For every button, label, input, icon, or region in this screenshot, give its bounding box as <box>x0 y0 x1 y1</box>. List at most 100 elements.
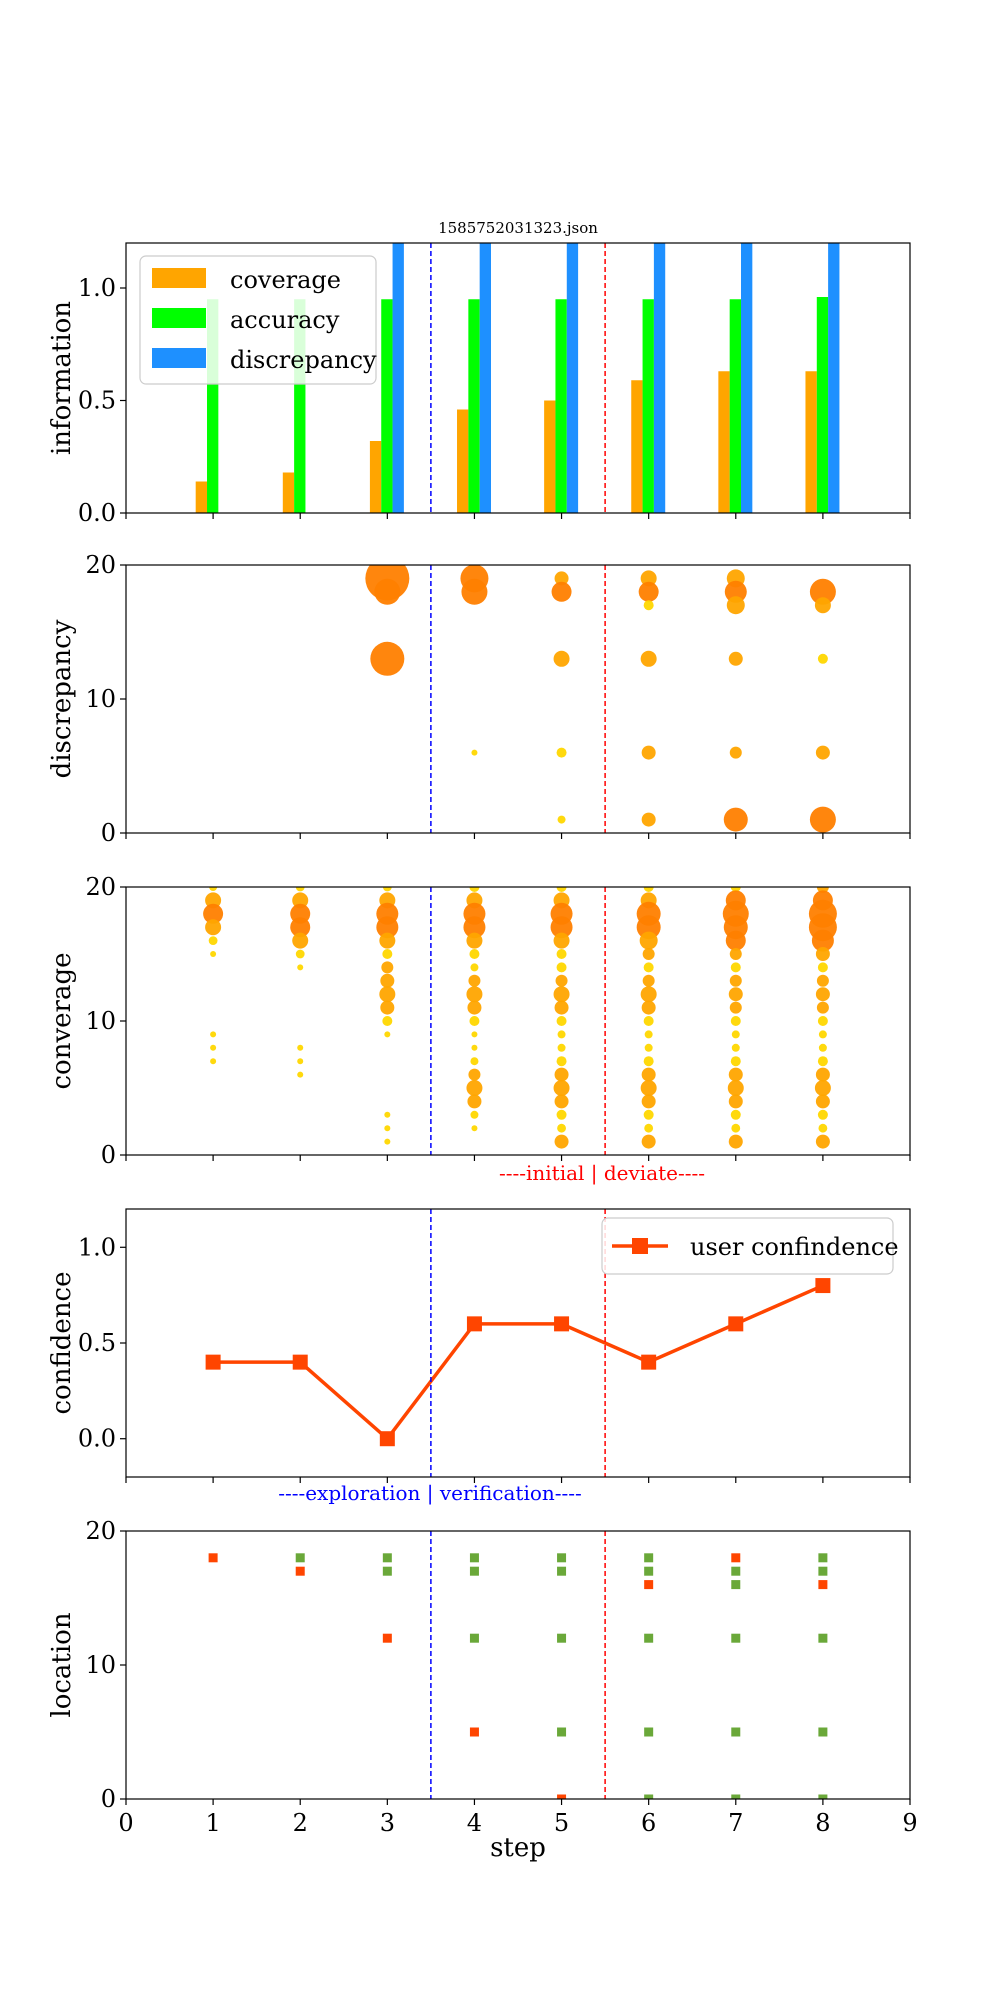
location-marker-5-18 <box>557 1553 567 1563</box>
point-converage-2-17 <box>290 917 311 938</box>
exploration-verification-annotation: ----exploration | verification---- <box>278 1481 582 1506</box>
ytick-label-confidence-0.5: 0.5 <box>78 1329 116 1357</box>
location-marker-5-0 <box>557 1794 567 1799</box>
ytick-label-location-0: 0 <box>101 1785 116 1813</box>
plot-area-confidence <box>205 1278 831 1447</box>
point-converage-6-10 <box>643 1016 654 1026</box>
point-converage-5-8 <box>557 1043 566 1052</box>
location-marker-7-16 <box>731 1580 741 1590</box>
location-marker-7-5 <box>731 1727 741 1737</box>
point-converage-6-20 <box>643 887 654 892</box>
point-converage-6-16 <box>639 931 658 950</box>
point-converage-2-20 <box>295 887 305 892</box>
location-marker-8-12 <box>818 1633 828 1643</box>
marker-confidence-1 <box>205 1354 221 1370</box>
point-converage-4-10 <box>469 1016 480 1026</box>
point-discrepancy-7-13 <box>728 651 743 666</box>
bar-accuracy-7 <box>729 299 742 513</box>
point-converage-3-10 <box>382 1016 393 1026</box>
point-discrepancy-5-13 <box>553 650 570 667</box>
point-converage-3-21 <box>384 871 390 877</box>
point-converage-3-16 <box>379 932 396 949</box>
point-discrepancy-7-6 <box>729 746 742 759</box>
point-converage-5-4 <box>554 1094 569 1109</box>
point-converage-2-15 <box>295 949 305 959</box>
ytick-label-converage-0: 0 <box>101 1141 116 1169</box>
point-discrepancy-4-18 <box>461 578 488 605</box>
location-marker-2-17 <box>295 1566 305 1576</box>
point-converage-4-7 <box>470 1057 479 1066</box>
point-converage-8-15 <box>815 947 830 961</box>
point-converage-4-15 <box>469 949 480 959</box>
point-converage-5-7 <box>556 1056 567 1067</box>
panels: 0.00.51.0informationcoverageaccuracydisc… <box>47 242 918 1837</box>
point-converage-8-8 <box>818 1043 827 1052</box>
ytick-label-converage-20: 20 <box>85 873 116 901</box>
ytick-label-discrepancy-10: 10 <box>85 685 116 713</box>
location-marker-5-17 <box>557 1566 567 1576</box>
x-axis-label: step <box>490 1833 546 1863</box>
point-converage-6-3 <box>643 1109 654 1120</box>
bar-accuracy-1 <box>207 299 219 513</box>
point-converage-7-8 <box>731 1043 740 1052</box>
point-discrepancy-4-6 <box>471 749 478 756</box>
xtick-label-2: 2 <box>293 1809 308 1837</box>
point-converage-6-8 <box>644 1043 653 1052</box>
point-converage-4-20 <box>469 887 480 892</box>
point-converage-3-9 <box>384 1031 391 1038</box>
marker-confidence-5 <box>554 1316 570 1332</box>
ytick-label-information-0: 0.0 <box>78 499 116 527</box>
point-converage-6-13 <box>642 974 655 987</box>
bar-discrepancy-5 <box>566 243 579 513</box>
point-converage-7-9 <box>731 1030 740 1039</box>
point-discrepancy-3-13 <box>370 641 405 676</box>
point-discrepancy-6-17 <box>643 600 654 611</box>
point-discrepancy-7-1 <box>723 807 748 832</box>
bar-accuracy-6 <box>642 299 654 513</box>
location-marker-6-12 <box>644 1633 654 1643</box>
point-converage-6-5 <box>640 1080 657 1096</box>
point-converage-7-4 <box>728 1094 743 1109</box>
location-marker-2-18 <box>295 1553 305 1563</box>
location-marker-5-5 <box>557 1727 567 1737</box>
point-converage-4-12 <box>466 986 483 1003</box>
point-converage-1-15 <box>210 951 217 957</box>
point-converage-4-4 <box>467 1094 482 1109</box>
point-converage-3-13 <box>380 973 395 988</box>
legend-marker-user-confidence <box>632 1238 648 1254</box>
location-marker-3-17 <box>382 1566 392 1576</box>
location-marker-4-18 <box>469 1553 479 1563</box>
point-discrepancy-7-18 <box>724 580 747 603</box>
point-converage-1-18 <box>203 903 224 924</box>
axes-frame-discrepancy <box>125 564 911 834</box>
panel-location: 0 10 20 0 1 2 3 4 5 6 7 8 9 location <box>47 1517 918 1837</box>
point-converage-5-15 <box>556 949 567 959</box>
point-converage-5-13 <box>555 974 568 987</box>
point-converage-7-7 <box>730 1056 741 1067</box>
point-converage-8-5 <box>814 1080 831 1096</box>
location-marker-8-18 <box>818 1553 828 1563</box>
point-converage-3-20 <box>382 887 392 892</box>
location-marker-3-18 <box>382 1553 392 1563</box>
point-converage-7-6 <box>728 1067 743 1082</box>
point-converage-4-6 <box>468 1068 481 1081</box>
bar-accuracy-4 <box>468 299 480 513</box>
point-converage-5-3 <box>556 1109 567 1120</box>
plot-area-location <box>208 1553 828 1799</box>
point-converage-4-11 <box>467 1000 482 1015</box>
location-marker-8-16 <box>818 1580 828 1590</box>
point-converage-6-14 <box>643 962 654 973</box>
location-marker-8-0 <box>818 1794 828 1799</box>
location-marker-6-5 <box>644 1727 654 1737</box>
point-converage-2-19 <box>292 892 309 909</box>
legend-label-coverage: coverage <box>230 266 341 294</box>
xtick-label-4: 4 <box>467 1809 482 1837</box>
point-converage-7-15 <box>729 948 742 960</box>
y-axis-label-confidence: confidence <box>47 1271 77 1414</box>
point-converage-6-17 <box>636 915 661 940</box>
bar-coverage-1 <box>195 481 208 513</box>
marker-confidence-2 <box>292 1354 308 1370</box>
plot-area-converage <box>203 871 837 1149</box>
